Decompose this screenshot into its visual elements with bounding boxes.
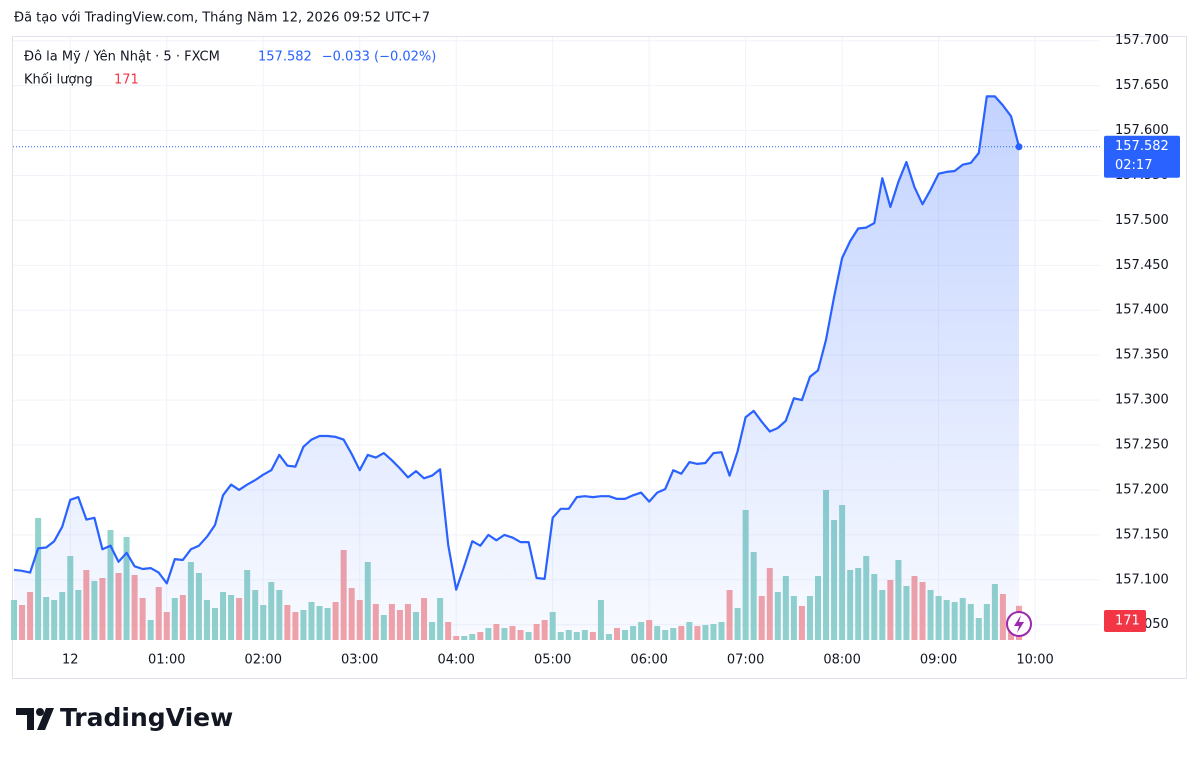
volume-badge xyxy=(1104,610,1146,632)
y-tick-label: 157.500 xyxy=(1115,213,1169,228)
x-tick-label: 01:00 xyxy=(148,653,185,668)
x-tick-label: 02:00 xyxy=(245,653,282,668)
y-tick-label: 157.150 xyxy=(1115,527,1169,542)
y-tick-label: 157.700 xyxy=(1115,33,1169,48)
chart-frame xyxy=(12,36,1187,679)
countdown: 02:17 xyxy=(1115,158,1152,173)
alert-icon[interactable] xyxy=(1006,611,1032,637)
legend-volume: Khối lượng xyxy=(24,73,93,88)
price-badge xyxy=(1104,135,1180,178)
x-tick-label: 03:00 xyxy=(341,653,378,668)
logo: TradingView xyxy=(16,703,233,732)
volume-badge-value: 171 xyxy=(1115,614,1140,629)
axes: 157.050157.100157.150157.200157.250157.3… xyxy=(62,33,1180,668)
x-tick-label: 10:00 xyxy=(1016,653,1053,668)
y-tick-label: 157.450 xyxy=(1115,258,1169,273)
x-tick-label: 05:00 xyxy=(534,653,571,668)
legend-change: −0.033 (−0.02%) xyxy=(322,50,437,65)
y-tick-label: 157.600 xyxy=(1115,123,1169,138)
y-tick-label: 157.650 xyxy=(1115,78,1169,93)
y-tick-label: 157.100 xyxy=(1115,572,1169,587)
y-tick-label: 157.200 xyxy=(1115,482,1169,497)
x-tick-label: 08:00 xyxy=(823,653,860,668)
x-tick-label: 12 xyxy=(62,653,79,668)
brand: TradingView xyxy=(60,703,233,732)
x-tick-label: 04:00 xyxy=(437,653,474,668)
price-area xyxy=(14,96,1019,640)
y-tick-label: 157.400 xyxy=(1115,303,1169,318)
header: Đã tạo với TradingView.com, Tháng Năm 12… xyxy=(14,11,430,26)
legend: Đô la Mỹ / Yên Nhật · 5 · FXCM 157.582 −… xyxy=(24,50,436,88)
legend-symbol: Đô la Mỹ / Yên Nhật · 5 · FXCM xyxy=(24,50,220,65)
y-tick-label: 157.350 xyxy=(1115,348,1169,363)
x-tick-label: 06:00 xyxy=(630,653,667,668)
legend-price: 157.582 xyxy=(258,50,312,65)
y-tick-label: 157.300 xyxy=(1115,393,1169,408)
price-line xyxy=(13,95,1021,591)
price-pane xyxy=(13,95,1100,640)
y-tick-label: 157.250 xyxy=(1115,438,1169,453)
legend-volume-value: 171 xyxy=(114,73,139,88)
x-tick-label: 09:00 xyxy=(920,653,957,668)
x-tick-label: 07:00 xyxy=(727,653,764,668)
last-price-dot xyxy=(1015,143,1023,151)
price-badge-value: 157.582 xyxy=(1115,139,1169,154)
